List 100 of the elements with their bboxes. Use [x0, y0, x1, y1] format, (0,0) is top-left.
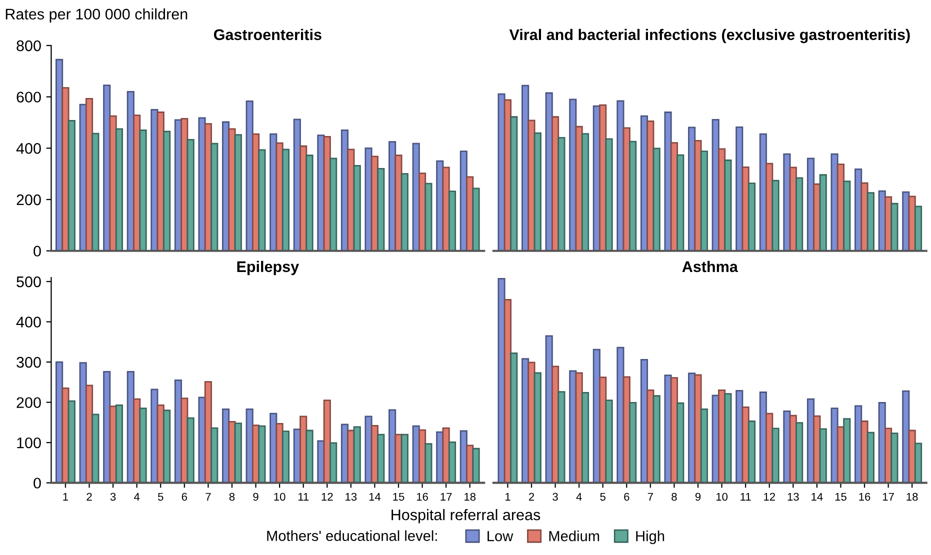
bar	[652, 395, 660, 483]
x-tick-label: 16	[859, 492, 870, 501]
x-tick-label: 5	[158, 492, 164, 501]
bar	[890, 432, 898, 483]
legend-label: Medium	[549, 530, 600, 542]
bar	[353, 164, 361, 251]
x-tick-label: 18	[906, 492, 918, 501]
bar	[400, 434, 408, 483]
legend-label: Low	[488, 531, 514, 542]
bar	[652, 148, 660, 251]
x-tick-label: 2	[528, 492, 534, 501]
y-tick-label: 100	[17, 437, 41, 448]
x-tick-label: 13	[346, 492, 357, 501]
bar	[629, 140, 637, 251]
bar	[448, 190, 456, 251]
bar	[377, 434, 385, 483]
x-tick-label: 11	[298, 492, 309, 501]
x-tick-label: 6	[182, 492, 188, 501]
y-axis-title: Rates per 100 000 children	[6, 8, 188, 23]
x-tick-label: 4	[576, 492, 582, 501]
legend-title: Mothers' educational level:	[267, 530, 437, 541]
bar	[186, 139, 194, 251]
bar	[724, 160, 732, 251]
bar	[676, 154, 684, 251]
x-tick-label: 7	[648, 492, 653, 501]
x-tick-label: 15	[835, 492, 846, 501]
bar	[866, 432, 874, 483]
bar	[472, 448, 480, 483]
bar	[92, 414, 100, 483]
bar	[139, 408, 147, 483]
bar	[330, 442, 338, 483]
bar	[605, 138, 613, 251]
bar	[819, 428, 827, 483]
bar	[163, 130, 171, 251]
x-tick-label: 3	[110, 492, 116, 501]
bar	[400, 173, 408, 251]
bar	[62, 87, 70, 251]
bar	[210, 427, 218, 483]
y-tick-label: 0	[34, 478, 41, 489]
bar	[282, 430, 290, 483]
bar	[581, 392, 590, 483]
x-tick-label: 17	[882, 492, 894, 501]
bar	[796, 177, 804, 251]
x-tick-label: 15	[393, 492, 404, 501]
x-tick-label: 10	[274, 492, 286, 501]
y-tick-label: 0	[34, 246, 41, 257]
bar	[306, 154, 314, 251]
x-tick-label: 14	[812, 492, 823, 501]
bar	[510, 352, 518, 483]
bar	[581, 133, 590, 251]
bar	[510, 116, 518, 251]
bar	[330, 158, 338, 251]
bar	[843, 180, 851, 251]
legend-label: High	[636, 530, 664, 544]
bar	[843, 418, 851, 483]
bar	[234, 422, 242, 483]
bar	[68, 120, 76, 251]
x-tick-label: 11	[740, 492, 751, 501]
chart-title: Gastroenteritis	[214, 28, 322, 40]
bar	[282, 148, 290, 251]
bar	[890, 202, 898, 251]
bar	[676, 402, 684, 483]
x-tick-label: 1	[505, 492, 510, 501]
x-tick-label: 8	[229, 492, 235, 501]
bar	[830, 408, 838, 483]
x-tick-label: 9	[253, 492, 258, 501]
x-tick-label: 5	[600, 492, 606, 501]
x-tick-label: 3	[552, 492, 558, 501]
y-tick-label: 400	[16, 143, 41, 154]
bar	[694, 374, 702, 483]
bar	[748, 420, 756, 483]
bar	[819, 174, 827, 251]
bar	[772, 428, 780, 483]
x-tick-label: 8	[672, 492, 677, 501]
x-tick-label: 16	[416, 492, 428, 501]
x-tick-label: 12	[764, 492, 775, 501]
bar	[534, 372, 542, 483]
chart-title: Viral and bacterial infections (exclusive gastroenteritis)	[509, 28, 910, 44]
y-tick-label: 200	[16, 194, 41, 206]
chart-title: Asthma	[682, 260, 738, 272]
x-tick-label: 2	[86, 492, 92, 501]
bar	[629, 402, 637, 483]
bar	[558, 136, 566, 251]
bar	[736, 126, 744, 251]
x-axis-title: Hospital referral areas	[392, 509, 540, 524]
bar	[92, 132, 100, 251]
y-tick-label: 500	[16, 276, 41, 288]
x-tick-label: 10	[716, 492, 728, 501]
y-tick-label: 200	[16, 397, 41, 408]
bar	[866, 192, 874, 251]
chart-title: Epilepsy	[237, 260, 299, 276]
bar	[558, 391, 566, 483]
x-tick-label: 18	[464, 492, 476, 501]
bar	[772, 180, 780, 251]
y-tick-label: 600	[16, 92, 41, 103]
bar	[234, 134, 242, 251]
bar	[724, 393, 732, 483]
bar	[163, 410, 171, 483]
bar	[210, 142, 218, 251]
x-tick-label: 1	[63, 492, 68, 501]
